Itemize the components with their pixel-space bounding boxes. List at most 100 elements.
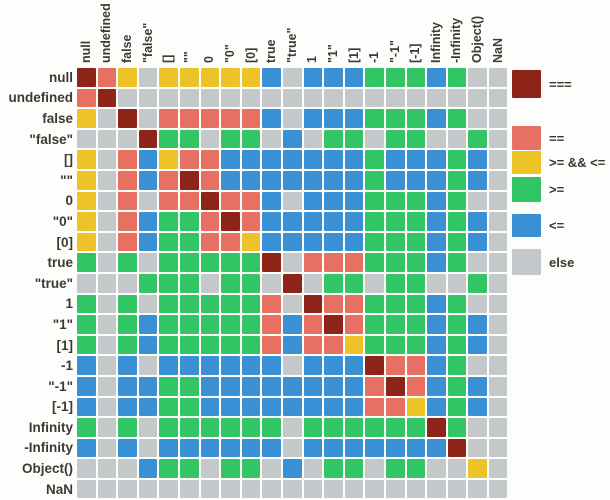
grid-cell	[344, 232, 364, 252]
grid-cell	[241, 294, 261, 314]
grid-cell	[303, 150, 323, 169]
grid-cell	[200, 191, 220, 211]
grid-cell	[138, 376, 158, 396]
grid-cell	[97, 68, 117, 87]
grid-cell	[179, 459, 199, 478]
grid-cell	[468, 397, 487, 417]
grid-cell	[282, 315, 302, 334]
grid-cell	[468, 315, 487, 334]
column-header-label: 1	[305, 56, 320, 63]
grid-cell	[138, 88, 158, 108]
grid-cell	[468, 376, 487, 396]
grid-cell	[406, 88, 426, 108]
grid-cell	[179, 191, 199, 211]
grid-cell	[77, 232, 96, 252]
grid-cell	[406, 212, 426, 231]
legend-item: else	[512, 249, 574, 275]
grid-cell	[97, 418, 117, 437]
grid-cell	[406, 273, 426, 293]
grid-cell	[159, 191, 178, 211]
grid-cell	[468, 438, 487, 458]
grid-cell	[200, 438, 220, 458]
grid-cell	[118, 129, 137, 149]
grid-cell	[118, 479, 137, 499]
grid-cell	[427, 129, 446, 149]
grid-cell	[241, 212, 261, 231]
legend-label: >= && <=	[549, 155, 606, 170]
grid-cell	[97, 253, 117, 272]
grid-cell	[221, 109, 240, 128]
column-header: undefined	[98, 0, 117, 66]
grid-cell	[241, 88, 261, 108]
grid-cell	[447, 273, 467, 293]
column-header-label: ""	[181, 51, 196, 63]
grid-cell	[159, 129, 178, 149]
grid-cell	[159, 170, 178, 190]
column-header: [-1]	[407, 0, 426, 66]
grid-cell	[468, 273, 487, 293]
column-header: null	[77, 0, 96, 66]
legend-item: ===	[512, 70, 572, 98]
row-label: true	[47, 255, 73, 271]
grid-cell	[303, 459, 323, 478]
grid-cell	[488, 212, 508, 231]
legend-item: >=	[512, 177, 564, 202]
grid-cell	[179, 356, 199, 375]
grid-cell	[138, 191, 158, 211]
grid-cell	[365, 376, 384, 396]
grid-cell	[159, 253, 178, 272]
grid-cell	[262, 129, 281, 149]
grid-cell	[385, 170, 405, 190]
grid-cell	[344, 479, 364, 499]
grid-cell	[159, 294, 178, 314]
grid-cell	[241, 438, 261, 458]
column-header: 0	[201, 0, 220, 66]
legend: === == >= && <= >= <= else	[512, 0, 610, 500]
grid-cell	[447, 232, 467, 252]
column-header-label: -Infinity	[449, 17, 464, 63]
grid-cell	[344, 273, 364, 293]
grid-cell	[97, 459, 117, 478]
grid-cell	[179, 315, 199, 334]
column-header: -Infinity	[448, 0, 467, 66]
row-label: [0]	[56, 234, 74, 250]
grid-cell	[468, 418, 487, 437]
grid-cell	[365, 335, 384, 355]
grid-cell	[385, 150, 405, 169]
grid-cell	[488, 294, 508, 314]
grid-cell	[179, 68, 199, 87]
grid-cell	[200, 170, 220, 190]
grid-cell	[365, 418, 384, 437]
grid-cell	[303, 315, 323, 334]
grid-cell	[138, 479, 158, 499]
grid-cell	[97, 232, 117, 252]
grid-cell	[97, 397, 117, 417]
grid-cell	[427, 438, 446, 458]
grid-cell	[488, 397, 508, 417]
column-header-label: "-1"	[387, 40, 402, 63]
grid-cell	[179, 273, 199, 293]
grid-cell	[241, 273, 261, 293]
column-header: "1"	[324, 0, 343, 66]
grid-cell	[221, 68, 240, 87]
grid-cell	[324, 273, 343, 293]
grid-cell	[427, 418, 446, 437]
column-header-label: []	[161, 54, 176, 63]
grid-cell	[447, 68, 467, 87]
grid-cell	[282, 459, 302, 478]
grid-cell	[118, 68, 137, 87]
grid-cell	[447, 170, 467, 190]
grid-cell	[282, 438, 302, 458]
grid-cell	[77, 129, 96, 149]
grid-cell	[427, 335, 446, 355]
grid-cell	[324, 170, 343, 190]
grid-cell	[447, 294, 467, 314]
row-label: "0"	[52, 213, 73, 229]
grid-cell	[406, 109, 426, 128]
column-header-label: null	[78, 40, 93, 63]
grid-cell	[385, 68, 405, 87]
row-label: false	[42, 110, 73, 126]
grid-cell	[406, 191, 426, 211]
grid-cell	[200, 232, 220, 252]
grid-cell	[179, 212, 199, 231]
